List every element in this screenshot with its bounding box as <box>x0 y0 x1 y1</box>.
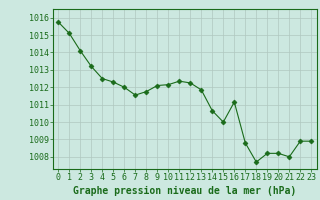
X-axis label: Graphe pression niveau de la mer (hPa): Graphe pression niveau de la mer (hPa) <box>73 186 296 196</box>
